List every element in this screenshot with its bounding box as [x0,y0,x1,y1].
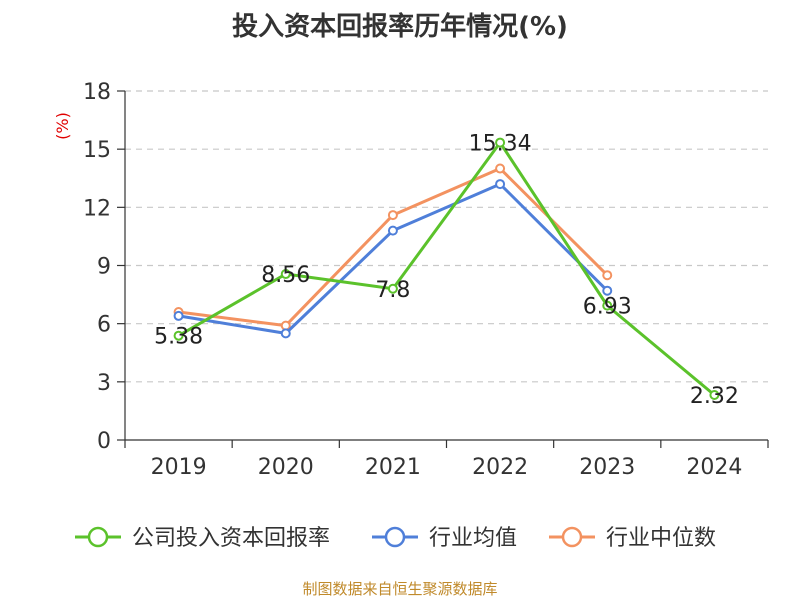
data-point-s1-2024[interactable] [709,390,720,401]
y-tick-label-6: 6 [97,313,111,338]
data-point-s1-2019[interactable] [173,330,184,341]
y-tick-label-18: 18 [83,80,111,105]
x-tick-label-2024: 2024 [686,455,742,480]
series-1 [173,137,720,401]
data-point-s3-2021[interactable] [387,210,398,221]
axes: 0 3 6 9 12 15 18 2019 2020 2021 2022 2023 2024 [83,80,769,480]
legend-swatch-marker-3 [561,526,583,548]
chart-title: 投入资本回报率历年情况(%) [232,11,568,42]
data-point-s1-2021[interactable] [387,283,398,294]
y-tick-label-0: 0 [97,429,111,454]
source-note: 制图数据来自恒生聚源数据库 [302,580,497,598]
data-label-2019: 5.38 [154,325,203,350]
series-3 [173,163,613,331]
y-tick-label-3: 3 [97,371,111,396]
data-point-s2-2019[interactable] [173,310,184,321]
data-point-s2-2022[interactable] [495,179,506,190]
grid-lines [125,90,768,383]
legend-item-1[interactable]: 公司投入资本回报率 [75,526,330,551]
x-tick-label-2021: 2021 [365,455,421,480]
legend[interactable]: 公司投入资本回报率 行业均值 行业中位数 [75,526,716,551]
series-line-1 [177,141,716,397]
legend-item-3[interactable]: 行业中位数 [549,526,716,551]
data-label-2021: 7.8 [375,278,410,303]
legend-label-1: 公司投入资本回报率 [132,526,330,551]
series-2 [173,179,613,339]
legend-label-3: 行业中位数 [606,526,716,551]
data-point-s1-2020[interactable] [280,269,291,280]
y-axis-unit-label: (%) [53,112,72,140]
data-point-s1-2022[interactable] [495,137,506,148]
legend-swatch-marker-2 [384,526,406,548]
legend-label-2: 行业均值 [429,526,517,551]
y-tick-label-12: 12 [83,196,111,221]
data-label-2024: 2.32 [690,384,739,409]
data-point-s2-2021[interactable] [387,225,398,236]
y-tick-label-9: 9 [97,255,111,280]
data-label-2022: 15.34 [469,132,532,157]
x-tick-label-2022: 2022 [472,455,528,480]
data-point-s3-2023[interactable] [602,270,613,281]
series-lines [173,137,720,401]
x-tick-label-2019: 2019 [151,455,207,480]
data-labels: 5.38 8.56 7.8 15.34 6.93 2.32 [154,132,739,409]
data-point-s3-2022[interactable] [495,163,506,174]
data-point-s2-2023[interactable] [602,285,613,296]
x-tick-label-2020: 2020 [258,455,314,480]
data-label-2023: 6.93 [583,295,632,320]
data-label-2020: 8.56 [261,263,310,288]
data-point-s2-2020[interactable] [280,328,291,339]
y-tick-label-15: 15 [83,138,111,163]
x-tick-label-2023: 2023 [579,455,635,480]
data-point-s1-2023[interactable] [602,300,613,311]
legend-item-2[interactable]: 行业均值 [372,526,517,551]
legend-swatch-marker-1 [87,526,109,548]
